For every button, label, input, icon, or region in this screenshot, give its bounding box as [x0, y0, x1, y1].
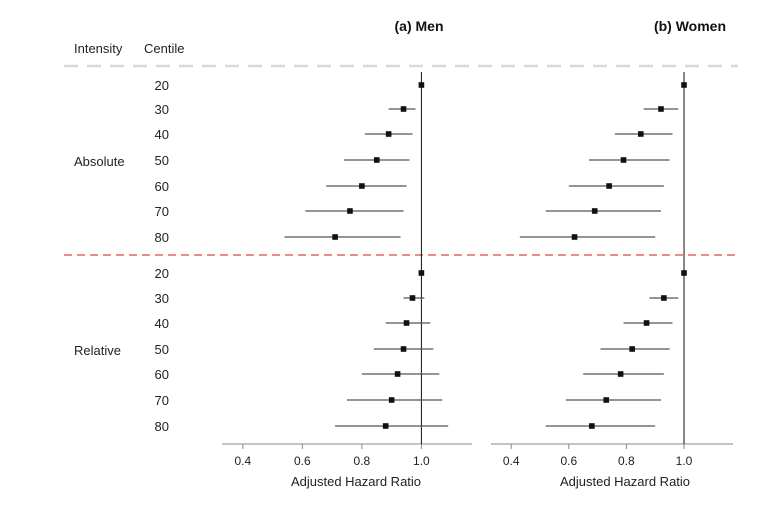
point-estimate	[347, 208, 353, 214]
centile-label: 70	[155, 204, 169, 219]
x-tick-label: 0.8	[618, 454, 635, 468]
x-tick-label: 0.6	[560, 454, 577, 468]
group-label-absolute: Absolute	[74, 154, 125, 169]
point-estimate	[643, 320, 650, 326]
point-estimate	[394, 371, 401, 377]
centile-label: 50	[155, 153, 169, 168]
point-estimate	[681, 270, 687, 276]
point-estimate	[591, 208, 598, 214]
point-estimate	[382, 423, 389, 429]
panel-title-women: (b) Women	[654, 18, 726, 34]
x-axis-title-women: Adjusted Hazard Ratio	[560, 474, 690, 489]
x-tick-label: 0.8	[354, 454, 371, 468]
point-estimate	[388, 397, 395, 403]
centile-label: 30	[155, 291, 169, 306]
point-estimate	[409, 295, 416, 301]
centile-label: 20	[155, 78, 169, 93]
centile-header: Centile	[144, 41, 184, 56]
panel-women: 0.4 0.6 0.8 1.0	[491, 72, 733, 468]
group-label-relative: Relative	[74, 343, 121, 358]
intensity-header: Intensity	[74, 41, 123, 56]
point-estimate	[373, 157, 380, 163]
point-estimate	[418, 270, 425, 276]
point-estimate	[620, 157, 627, 163]
point-estimate	[603, 397, 610, 403]
centile-label: 40	[155, 127, 169, 142]
centile-label: 50	[155, 342, 169, 357]
centile-label: 60	[155, 179, 169, 194]
point-estimate	[332, 234, 338, 240]
panel-men: 0.4 0.6 0.8 1.0	[222, 72, 472, 468]
point-estimate	[385, 131, 392, 137]
point-estimate	[418, 82, 425, 88]
point-estimate	[617, 371, 624, 377]
point-estimate	[359, 183, 365, 189]
point-estimate	[606, 183, 612, 189]
centile-label: 20	[155, 266, 169, 281]
point-estimate	[400, 106, 407, 112]
x-tick-label: 0.4	[503, 454, 520, 468]
point-estimate	[661, 295, 667, 301]
centile-label: 40	[155, 316, 169, 331]
x-axis-title-men: Adjusted Hazard Ratio	[291, 474, 421, 489]
point-estimate	[571, 234, 578, 240]
centile-label: 80	[155, 230, 169, 245]
point-estimate	[681, 82, 687, 88]
x-tick-label: 0.4	[234, 454, 251, 468]
x-tick-label: 1.0	[676, 454, 693, 468]
point-estimate	[400, 346, 407, 352]
point-estimate	[403, 320, 410, 326]
point-estimate	[658, 106, 664, 112]
x-tick-label: 0.6	[294, 454, 311, 468]
point-estimate	[638, 131, 644, 137]
centile-label: 60	[155, 367, 169, 382]
point-estimate	[589, 423, 595, 429]
centile-label: 80	[155, 419, 169, 434]
centile-label: 70	[155, 393, 169, 408]
centile-label: 30	[155, 102, 169, 117]
x-tick-label: 1.0	[413, 454, 430, 468]
point-estimate	[629, 346, 635, 352]
panel-title-men: (a) Men	[395, 18, 444, 34]
